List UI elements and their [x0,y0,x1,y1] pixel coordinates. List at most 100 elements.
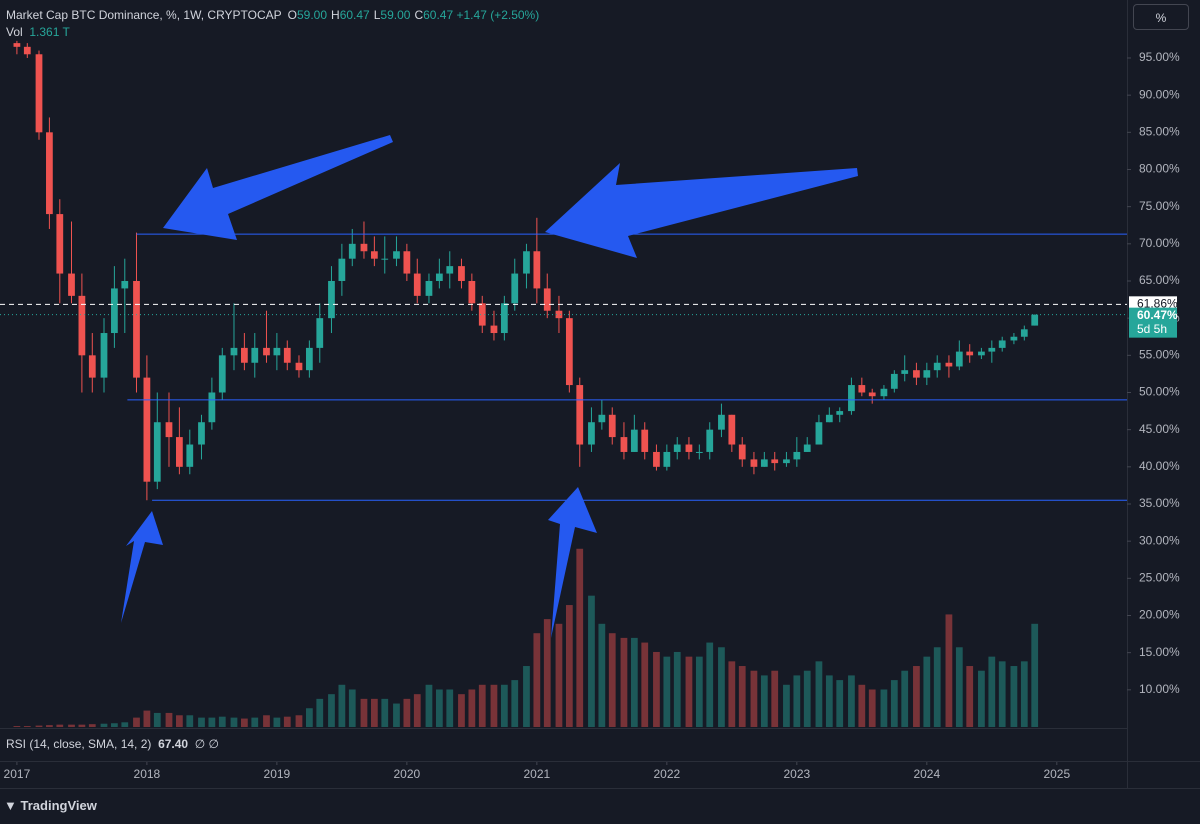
volume-bar [88,724,96,727]
candle-body [111,288,118,334]
volume-bar [490,684,498,727]
volume-bar [23,726,31,727]
candle-body [273,347,281,356]
volume-bar [955,647,963,727]
candle-body [88,355,96,378]
x-tick-label: 2024 [913,767,940,781]
volume-bar [413,694,421,727]
volume-bar [555,623,563,727]
price-label-box [1129,307,1177,338]
candle-body [555,310,563,319]
candle-body [143,377,151,482]
candle-body [630,429,638,452]
volume-bar [403,698,411,727]
volume-bar [240,718,248,727]
volume-bar [663,656,671,727]
candle-body [370,251,378,259]
volume-bar [543,619,551,727]
candle-body [858,385,866,393]
stat-key: H [331,8,340,22]
volume-bar [100,723,108,727]
volume-bar [695,656,703,727]
y-tick-label: 75.00% [1139,199,1180,213]
volume-bar [198,717,205,727]
volume-bar [523,666,530,727]
candle-body [413,273,421,296]
volume-bar [608,633,616,727]
rsi-value: 67.40 [158,737,189,751]
volume-bar [641,642,649,727]
price-label: 60.47% [1137,308,1178,322]
volume-bar [803,670,811,727]
y-tick-label: 70.00% [1139,236,1180,250]
candle-body [901,370,909,374]
volume-value: 1.361 T [29,25,70,39]
candle-body [458,266,465,281]
volume-bar [500,684,508,727]
candle-body [13,43,21,47]
y-tick-label: 95.00% [1139,50,1180,64]
candle-body [998,340,1006,348]
x-tick-label: 2022 [653,767,680,781]
y-tick-label: 25.00% [1139,571,1180,585]
volume-bar [998,661,1006,727]
volume-bar [133,717,140,727]
candle-body [836,411,844,415]
candle-body [230,347,238,356]
candle-body [198,422,205,445]
volume-bar [1031,623,1039,727]
y-tick-label: 80.00% [1139,162,1180,176]
volume-bar [478,684,486,727]
y-tick-label: 40.00% [1139,459,1180,473]
candle-body [23,46,31,55]
y-tick-label: 50.00% [1139,385,1180,399]
stat-value: 59.00 [297,8,328,22]
candle-body [750,459,758,467]
candle-body [880,388,888,397]
y-tick-label: 10.00% [1139,682,1180,696]
candle-body [338,258,346,281]
candle-body [695,451,703,453]
candle-body [435,273,443,281]
candle-body [598,414,606,423]
volume-bar [728,661,736,727]
volume-bar [576,548,584,727]
x-tick-label: 2021 [524,767,551,781]
volume-bar [143,710,151,727]
candle-body [490,325,498,334]
legend-header: Market Cap BTC Dominance, %, 1W, CRYPTOC… [6,8,539,22]
volume-bar [283,716,291,727]
unit-button[interactable]: % [1133,4,1189,30]
volume-bar [251,717,259,727]
candle-body [728,414,736,445]
annotation-arrows [121,135,858,638]
candle-body [403,251,411,274]
volume-bar [218,716,226,727]
x-tick-label: 2023 [783,767,810,781]
rsi-extra: ∅ ∅ [194,737,220,751]
y-tick-label: 55.00% [1139,347,1180,361]
volume-bar [750,670,758,727]
candle-body [718,414,725,430]
candle-body [641,429,649,452]
stat-value: 60.47 [339,8,370,22]
candle-body [890,373,898,389]
volume-bar [295,715,303,727]
candle-body [316,318,324,348]
candle-body [848,385,855,412]
volume-bar [176,715,183,727]
candle-body [533,251,541,289]
volume-bar [858,684,866,727]
volume-bar [328,694,335,727]
x-tick-label: 2020 [394,767,421,781]
x-tick-label: 2025 [1043,767,1070,781]
volume-bar [738,666,746,727]
candle-body [771,459,779,464]
candle-body [706,429,714,452]
stat-key: C [414,8,424,22]
countdown-label: 5d 5h [1137,322,1167,336]
volume-bar [706,642,714,727]
